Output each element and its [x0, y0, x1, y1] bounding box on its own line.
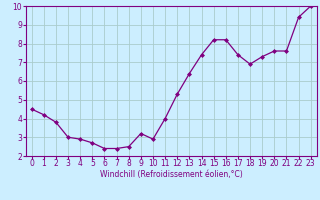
X-axis label: Windchill (Refroidissement éolien,°C): Windchill (Refroidissement éolien,°C) — [100, 170, 243, 179]
